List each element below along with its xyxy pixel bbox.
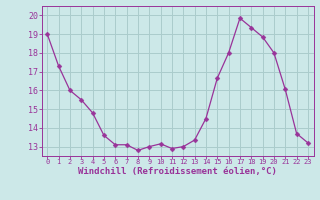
X-axis label: Windchill (Refroidissement éolien,°C): Windchill (Refroidissement éolien,°C) <box>78 167 277 176</box>
